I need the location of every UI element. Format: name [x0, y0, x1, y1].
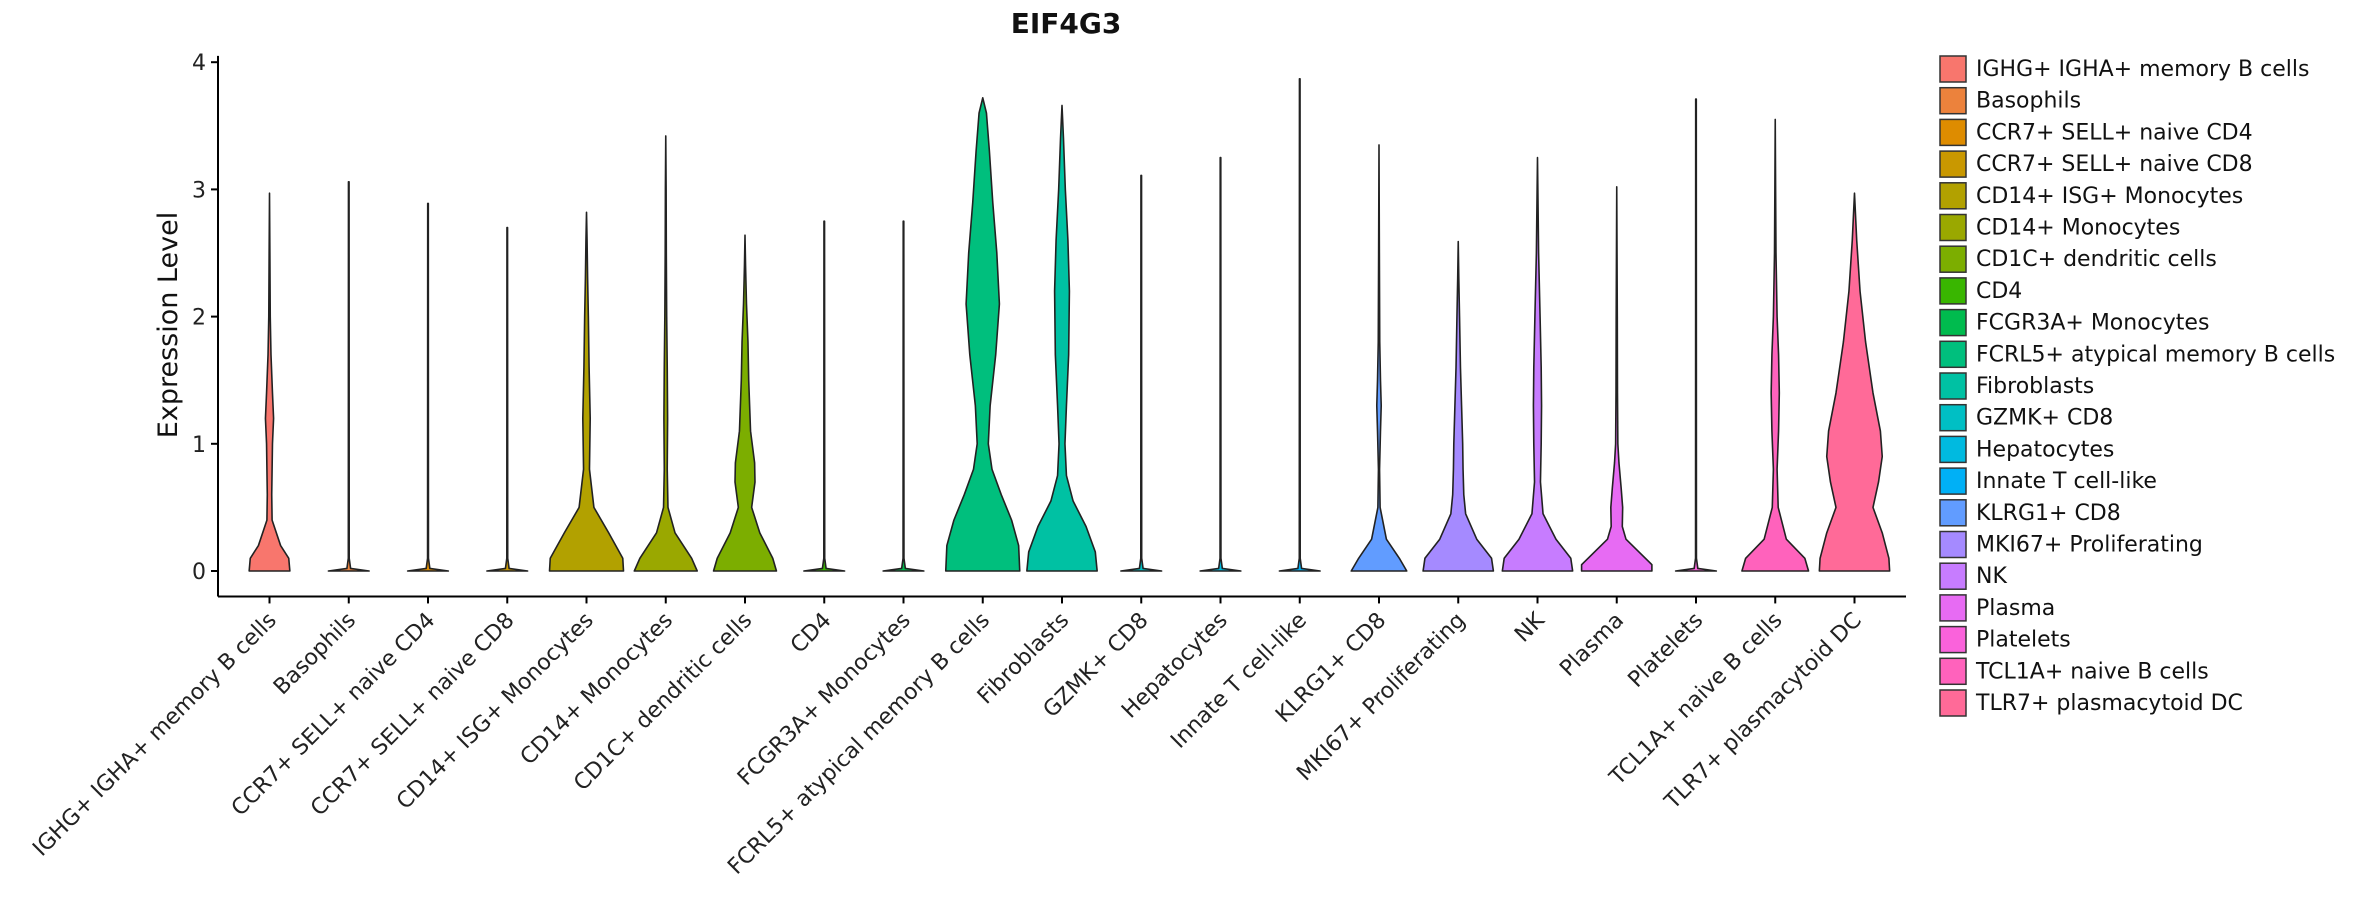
legend-swatch — [1939, 182, 1967, 210]
x-tick-labels: IGHG+ IGHA+ memory B cellsBasophilsCCR7+… — [28, 608, 1866, 880]
y-axis-title: Expression Level — [153, 212, 184, 438]
legend-swatch — [1939, 499, 1967, 527]
violin-5 — [548, 211, 625, 572]
legend-label: CCR7+ SELL+ naive CD8 — [1976, 152, 2253, 177]
legend-label: CD14+ Monocytes — [1976, 216, 2180, 241]
violin-21 — [1818, 192, 1891, 572]
legend-swatch — [1939, 118, 1967, 147]
violin-11 — [1026, 104, 1098, 572]
legend-label: FCRL5+ atypical memory B cells — [1976, 342, 2335, 367]
legend-label: TLR7+ plasmacytoid DC — [1975, 691, 2243, 716]
legend-label: CD14+ ISG+ Monocytes — [1976, 184, 2243, 209]
violin-9 — [882, 220, 925, 572]
legend-swatch — [1939, 467, 1967, 495]
legend-swatch — [1939, 562, 1967, 590]
y-tick-label: 4 — [192, 51, 206, 76]
legend-swatch — [1939, 594, 1967, 622]
x-tick-label: IGHG+ IGHA+ memory B cells — [28, 608, 281, 861]
legend-label: Basophils — [1976, 89, 2081, 114]
violin-20 — [1741, 118, 1810, 572]
legend-label: NK — [1976, 564, 2007, 589]
violin-18 — [1580, 186, 1653, 572]
x-tick-label: CD14+ Monocytes — [516, 608, 678, 770]
violin-1 — [248, 192, 291, 572]
legend-label: GZMK+ CD8 — [1976, 406, 2113, 431]
x-axis — [218, 595, 1906, 604]
violin-6 — [633, 135, 699, 572]
legend-swatch — [1939, 86, 1967, 115]
y-tick-label: 3 — [192, 178, 206, 203]
legend-swatch — [1939, 55, 1967, 83]
legend-swatch — [1939, 340, 1967, 369]
legend-swatch — [1939, 308, 1967, 337]
legend-swatch — [1939, 689, 1967, 717]
legend-swatch — [1939, 372, 1967, 400]
legend-swatch — [1939, 245, 1967, 273]
violin-14 — [1278, 77, 1321, 572]
x-tick-label: Platelets — [1624, 608, 1709, 693]
legend-label: Platelets — [1976, 628, 2071, 653]
legend-label: Fibroblasts — [1976, 374, 2094, 399]
violin-10 — [944, 97, 1021, 572]
x-tick-label: NK — [1510, 608, 1550, 648]
legend-label: CCR7+ SELL+ naive CD4 — [1976, 120, 2253, 145]
violin-4 — [486, 226, 529, 572]
legend-swatch — [1939, 657, 1967, 686]
legend: IGHG+ IGHA+ memory B cells Basophils CCR7+… — [1939, 55, 2335, 717]
violin-12 — [1120, 174, 1163, 572]
y-axis: 0 1 2 3 4 — [192, 51, 219, 597]
legend-label: Plasma — [1976, 596, 2055, 621]
legend-swatch — [1939, 625, 1967, 654]
legend-label: CD1C+ dendritic cells — [1976, 247, 2217, 272]
legend-swatch — [1939, 213, 1967, 242]
violin-7 — [712, 234, 778, 572]
legend-label: TCL1A+ naive B cells — [1975, 659, 2209, 684]
violin-17 — [1501, 156, 1574, 572]
violin-13 — [1199, 156, 1242, 572]
legend-label: KLRG1+ CD8 — [1976, 501, 2121, 526]
legend-label: MKI67+ Proliferating — [1976, 533, 2203, 558]
legend-swatch — [1939, 530, 1967, 559]
legend-label: Hepatocytes — [1976, 437, 2114, 462]
legend-label: Innate T cell-like — [1976, 469, 2157, 494]
y-tick-label: 0 — [192, 560, 206, 585]
legend-swatch — [1939, 435, 1967, 464]
legend-swatch — [1939, 277, 1967, 305]
violin-15 — [1350, 144, 1408, 572]
y-tick-label: 2 — [192, 306, 206, 331]
violin-19 — [1674, 98, 1718, 572]
y-tick-label: 1 — [192, 433, 206, 458]
legend-swatch — [1939, 150, 1967, 178]
x-tick-label: Plasma — [1555, 608, 1629, 682]
legend-label: FCGR3A+ Monocytes — [1976, 311, 2209, 336]
violin-8 — [803, 220, 846, 572]
violins — [248, 77, 1891, 572]
violin-3 — [406, 202, 450, 572]
chart-title: EIF4G3 — [1011, 7, 1122, 40]
legend-label: CD4 — [1976, 279, 2022, 304]
legend-swatch — [1939, 403, 1967, 432]
violin-16 — [1422, 240, 1495, 572]
violin-2 — [327, 180, 370, 572]
x-tick-label: Innate T cell-like — [1166, 608, 1312, 754]
x-tick-label: CD4 — [786, 608, 836, 658]
legend-label: IGHG+ IGHA+ memory B cells — [1976, 57, 2309, 82]
